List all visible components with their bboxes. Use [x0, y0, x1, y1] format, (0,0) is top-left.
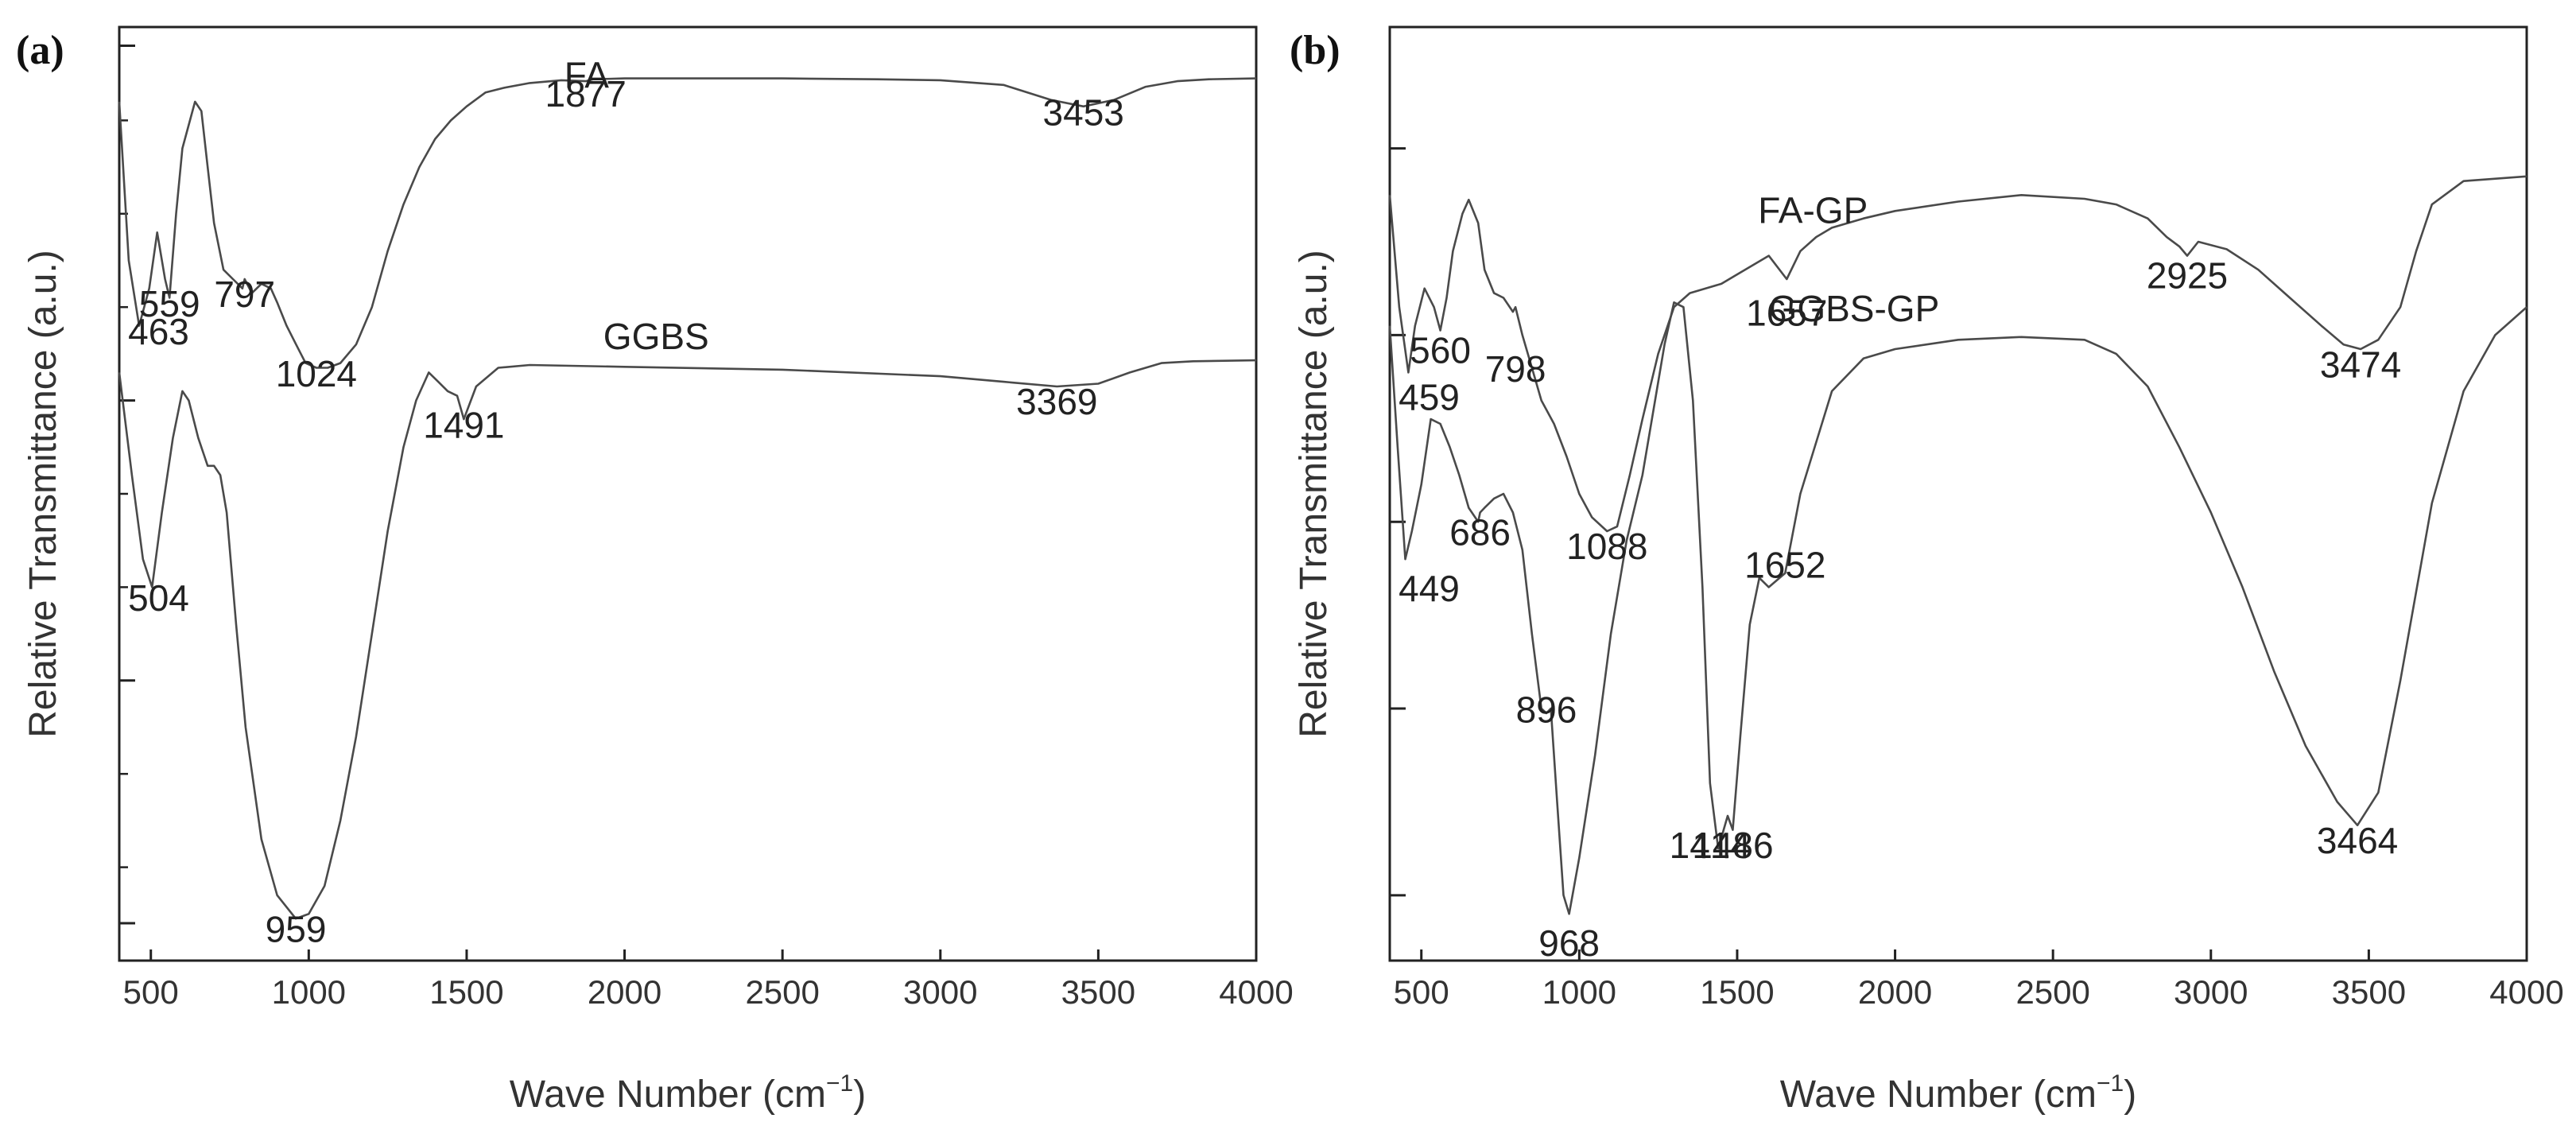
peak-label: 1486 [1692, 825, 1773, 866]
panel-a-label: (a) [16, 28, 64, 73]
panel-b-x-tick-label: 3000 [2174, 973, 2248, 1011]
peak-label: 1877 [545, 73, 627, 115]
peak-label: 686 [1449, 512, 1511, 553]
peak-label: 3464 [2317, 820, 2398, 861]
panel-a-y-axis-label: Relative Transmittance (a.u.) [22, 250, 64, 738]
panel-b-x-tick-label: 1500 [1700, 973, 1774, 1011]
peak-label: 504 [128, 577, 189, 619]
peak-label: 459 [1399, 376, 1460, 417]
panel-a-x-tick-label: 3500 [1061, 973, 1135, 1011]
panel-b-x-axis-label-sup: −1 [2097, 1070, 2124, 1097]
panel-a-x-axis-label-sup: −1 [826, 1070, 853, 1097]
panel-a-x-ticks: 500 1000 1500 2000 2500 3000 3500 4000 [123, 949, 1294, 1011]
peak-label: 798 [1485, 348, 1546, 390]
peak-label: FA [564, 54, 610, 95]
peak-label: 560 [1410, 330, 1471, 371]
panel-b-x-axis-label-main: Wave Number (cm [1780, 1074, 2097, 1116]
panel-a-x-tick-label: 2000 [588, 973, 661, 1011]
peak-label: 1652 [1744, 545, 1825, 586]
peak-label: 1657 [1746, 293, 1827, 334]
panel-a-x-axis-label-main: Wave Number (cm [510, 1074, 826, 1116]
panel-a-x-tick-label: 500 [123, 973, 179, 1011]
panel-a-x-tick-label: 1000 [272, 973, 346, 1011]
panel-b-y-axis-label: Relative Transmittance (a.u.) [1293, 250, 1335, 738]
panel-b-x-axis-label: Wave Number (cm−1) [1780, 1070, 2136, 1116]
panel-b-x-tick-label: 500 [1394, 973, 1449, 1011]
peak-label: 896 [1516, 689, 1577, 731]
panel-b-x-ticks: 500 1000 1500 2000 2500 3000 3500 4000 [1394, 949, 2564, 1011]
peak-label: 559 [139, 283, 200, 324]
panel-a-x-axis-label-end: ) [853, 1074, 866, 1116]
series-line-fa-gp [1388, 175, 2528, 533]
peak-label: 797 [214, 274, 275, 315]
peak-label: 449 [1399, 568, 1460, 609]
panel-a-x-tick-label: 1500 [429, 973, 503, 1011]
panel-b-x-tick-label: 3500 [2332, 973, 2406, 1011]
panel-b-plot-frame [1388, 25, 2528, 962]
panel-a-x-tick-label: 2500 [745, 973, 819, 1011]
peak-label: 3453 [1043, 91, 1124, 133]
panel-a-x-tick-label: 4000 [1219, 973, 1293, 1011]
peak-label: 3474 [2320, 344, 2401, 385]
peak-label: 1088 [1566, 526, 1647, 567]
series-line-ggbs [118, 359, 1257, 920]
series-line-fa [118, 77, 1257, 369]
peak-label: 959 [266, 909, 327, 950]
panel-a: (a) Relative Transmittance (a.u.) Wave N… [16, 25, 1294, 1116]
panel-a-x-axis-label: Wave Number (cm−1) [510, 1070, 866, 1116]
panel-b-x-tick-label: 4000 [2489, 973, 2563, 1011]
panel-a-series [118, 77, 1257, 920]
panel-b-series [1388, 175, 2528, 915]
peak-label: GGBS [603, 316, 709, 357]
peak-label: 1491 [423, 405, 504, 446]
panel-b-annotations: FA-GP 459 560 798 1088 1657 2925 3474 GGBS-GP 449… [1399, 190, 2401, 965]
panel-a-x-tick-label: 3000 [903, 973, 977, 1011]
panel-b: (b) Relative Transmittance (a.u.) Wave N… [1290, 25, 2564, 1116]
peak-label: 463 [128, 311, 189, 352]
peak-label: 3369 [1016, 381, 1097, 422]
peak-label: FA-GP [1758, 190, 1868, 231]
peak-label: 968 [1538, 922, 1600, 964]
panel-b-x-tick-label: 2000 [1858, 973, 1932, 1011]
peak-label: GGBS-GP [1769, 288, 1940, 329]
panel-b-label: (b) [1290, 28, 1340, 73]
panel-b-x-axis-label-end: ) [2124, 1074, 2136, 1116]
peak-label: 1414 [1670, 825, 1751, 866]
panel-a-plot-frame [118, 25, 1258, 962]
panel-b-x-tick-label: 1000 [1542, 973, 1616, 1011]
peak-label: 1024 [276, 353, 357, 394]
peak-label: 2925 [2147, 255, 2228, 297]
series-line-ggbs-gp [1388, 301, 2528, 915]
panel-b-x-tick-label: 2500 [2015, 973, 2089, 1011]
